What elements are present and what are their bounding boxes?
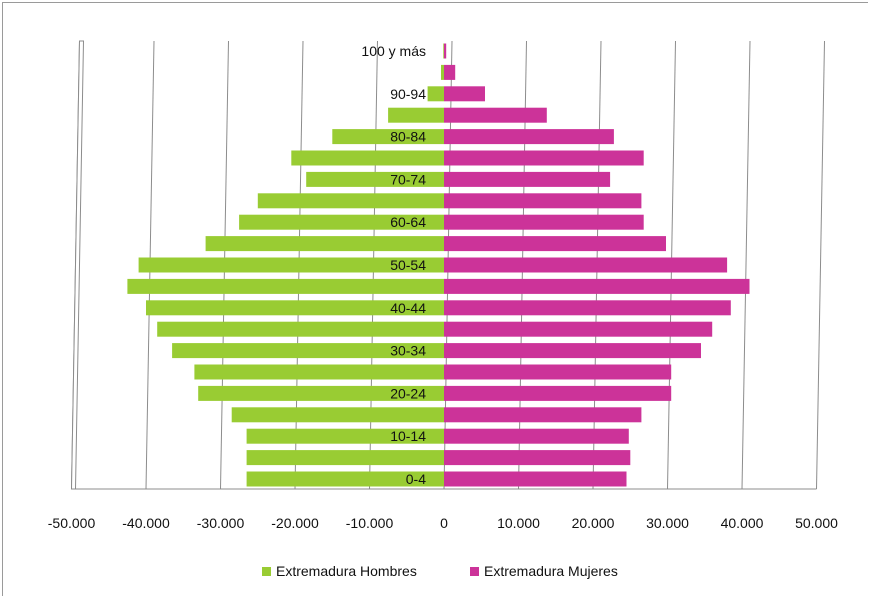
bar-mujeres <box>444 236 666 252</box>
x-tick-label: 20.000 <box>572 515 615 531</box>
bar-hombres <box>205 236 444 252</box>
bar-mujeres <box>444 64 456 80</box>
bar-mujeres <box>444 129 614 145</box>
bar-hombres <box>172 343 444 359</box>
x-tick-label: 0 <box>440 515 448 531</box>
bar-mujeres <box>444 450 631 466</box>
category-label: 60-64 <box>390 214 426 230</box>
category-label: 50-54 <box>390 257 426 273</box>
gridline <box>741 40 751 490</box>
x-axis-tick-labels: -50.000 -40.000 -30.000 -20.000 -10.000 0 10.0… <box>48 515 838 531</box>
category-label: 10-14 <box>390 428 426 444</box>
x-tick-label: -10.000 <box>346 515 394 531</box>
bar-hombres <box>388 107 444 123</box>
x-tick-label: 40.000 <box>721 515 764 531</box>
bar-hombres <box>441 64 444 80</box>
bar-mujeres <box>444 150 644 166</box>
bar-mujeres <box>444 193 642 209</box>
x-tick-label: -20.000 <box>271 515 319 531</box>
bar-hombres <box>257 193 445 209</box>
category-label: 30-34 <box>390 343 426 359</box>
bars <box>127 43 750 487</box>
bar-mujeres <box>444 171 611 187</box>
bar-hombres <box>306 171 444 187</box>
bar-hombres <box>157 321 444 337</box>
bar-mujeres <box>444 257 728 273</box>
bar-hombres <box>239 214 444 230</box>
legend-swatch-mujeres <box>470 567 479 576</box>
bar-hombres <box>138 257 444 273</box>
category-label: 70-74 <box>390 171 426 187</box>
bar-mujeres <box>444 43 447 59</box>
category-label: 20-24 <box>390 385 426 401</box>
bar-hombres <box>194 364 444 380</box>
x-tick-label: 10.000 <box>497 515 540 531</box>
x-tick-label: 30.000 <box>646 515 689 531</box>
bar-hombres <box>246 450 444 466</box>
category-label: 90-94 <box>390 86 426 102</box>
bar-mujeres <box>444 214 644 230</box>
bar-hombres <box>427 86 444 102</box>
bar-mujeres <box>444 407 642 423</box>
bar-hombres <box>246 428 444 444</box>
category-labels: 0-4 10-14 20-24 30-34 40-44 50-54 60-64 70-74 80… <box>361 43 426 487</box>
category-label: 100 y más <box>361 43 426 59</box>
bar-mujeres <box>444 321 713 337</box>
category-label: 40-44 <box>390 300 426 316</box>
bar-hombres <box>146 300 444 316</box>
bar-mujeres <box>444 471 627 487</box>
x-tick-label: -30.000 <box>197 515 245 531</box>
gridline <box>816 40 825 490</box>
bar-hombres <box>291 150 444 166</box>
category-label: 0-4 <box>406 471 426 487</box>
bar-mujeres <box>444 428 629 444</box>
bar-hombres <box>332 129 445 145</box>
bar-mujeres <box>444 343 701 359</box>
x-tick-label: 50.000 <box>795 515 838 531</box>
bar-hombres <box>443 43 445 59</box>
x-tick-label: -50.000 <box>48 515 96 531</box>
x-tick-label: -40.000 <box>122 515 170 531</box>
bar-mujeres <box>444 385 672 401</box>
legend: Extremadura Hombres Extremadura Mujeres <box>262 563 618 579</box>
legend-swatch-hombres <box>262 567 271 576</box>
bar-hombres <box>231 407 444 423</box>
legend-label-hombres: Extremadura Hombres <box>276 563 417 579</box>
bar-mujeres <box>444 278 750 294</box>
bar-mujeres <box>444 86 485 102</box>
bar-mujeres <box>444 107 547 123</box>
bar-hombres <box>246 471 444 487</box>
bar-hombres <box>198 385 444 401</box>
legend-label-mujeres: Extremadura Mujeres <box>484 563 618 579</box>
bar-hombres <box>127 278 445 294</box>
left-wall <box>70 40 85 490</box>
category-label: 80-84 <box>390 129 426 145</box>
bar-mujeres <box>444 364 672 380</box>
bar-mujeres <box>444 300 731 316</box>
